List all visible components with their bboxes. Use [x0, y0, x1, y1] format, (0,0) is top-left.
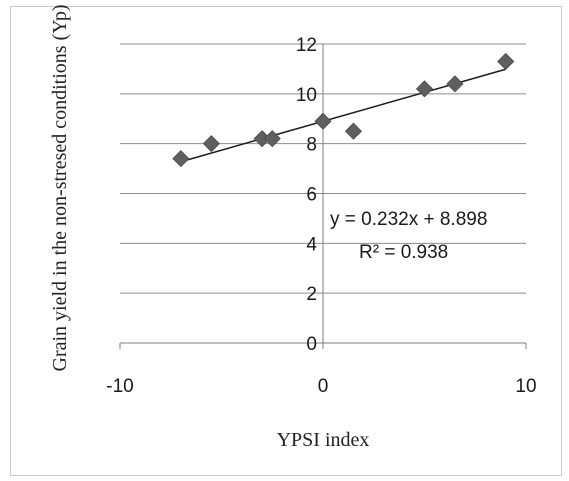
data-point [446, 75, 464, 93]
data-point [344, 122, 363, 140]
x-tick-labels: -10 0 10 [106, 376, 536, 397]
data-point [497, 52, 515, 71]
y-tick-label: 8 [306, 135, 317, 156]
y-tick-label: 6 [306, 185, 317, 206]
x-tick-label: 10 [515, 376, 536, 397]
data-point [415, 80, 434, 98]
axes [119, 44, 527, 349]
y-tick-label: 10 [296, 85, 317, 106]
data-points [172, 52, 515, 168]
y-tick-label: 12 [296, 35, 317, 56]
y-tick-label: 4 [306, 234, 317, 255]
chart-frame [10, 6, 562, 476]
y-axis-title: Grain yield in the non-stresed condition… [49, 5, 71, 372]
x-tick-label: -10 [106, 376, 133, 397]
data-point [263, 130, 281, 148]
data-point [202, 135, 220, 153]
data-point [314, 112, 332, 130]
data-point [172, 150, 190, 168]
r-squared-label: R² = 0.938 [359, 242, 448, 263]
y-tick-label: 0 [306, 334, 317, 355]
x-axis-title: YPSI index [277, 429, 370, 451]
y-tick-labels: 0 2 4 6 8 10 12 [296, 35, 318, 355]
y-tick-label: 2 [306, 284, 317, 305]
trendline-equation: y = 0.232x + 8.898 [330, 209, 487, 230]
x-tick-label: 0 [318, 376, 329, 397]
